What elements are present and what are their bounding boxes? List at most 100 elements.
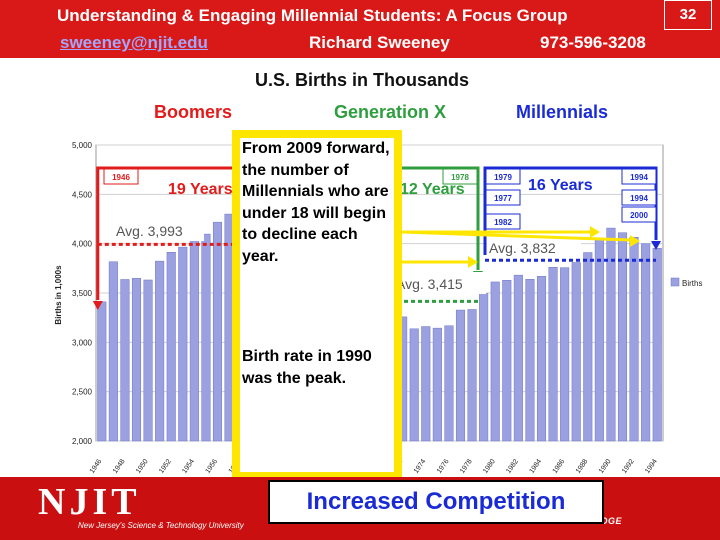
millennials-end-year-label: 1994 (630, 173, 648, 182)
y-tick-label: 4,000 (72, 240, 93, 249)
y-tick-label: 2,000 (72, 437, 93, 446)
chart-title: U.S. Births in Thousands (255, 70, 470, 90)
millennials-end-year-box (621, 168, 657, 185)
bar-1988 (583, 252, 593, 442)
millennials-alt-year-1-box (485, 189, 521, 206)
bar-1985 (548, 266, 558, 442)
bar-1986 (560, 267, 570, 442)
callout-arrow-head-2 (630, 235, 640, 247)
genx-end-year-box (442, 168, 478, 185)
bar-1952 (166, 252, 176, 442)
x-tick-label: 1980 (482, 458, 497, 475)
x-tick-label: 1954 (181, 458, 196, 475)
boomers-arrow (92, 301, 103, 310)
millennials-end-alt-label: 2000 (630, 211, 648, 220)
x-tick-label: 1982 (505, 458, 520, 475)
millennials-end-year-2-label: 1994 (630, 194, 648, 203)
callout-arrow-line-2 (401, 230, 631, 242)
bar-1983 (525, 279, 535, 442)
bar-1955 (201, 233, 211, 442)
legend-label: Births (682, 279, 702, 288)
x-tick-label: 1978 (459, 458, 474, 475)
bar-1956 (212, 221, 223, 442)
bar-1978 (467, 309, 477, 442)
bar-1992 (629, 237, 639, 442)
millennials-arrow (651, 241, 661, 250)
slide-number: 32 (664, 0, 712, 30)
bar-1981 (502, 280, 512, 442)
callout-arrow-head-3 (468, 256, 478, 268)
x-tick-label: 1976 (436, 458, 451, 475)
x-tick-label: 1948 (112, 458, 127, 475)
x-tick-label: 1984 (528, 458, 543, 475)
boomers-bracket (96, 166, 253, 300)
bar-1949 (131, 278, 142, 442)
x-tick-label: 1986 (552, 458, 567, 475)
boomers-start-year-label: 1946 (112, 173, 130, 182)
y-tick-label: 5,000 (72, 141, 93, 150)
boomers-avg: Avg. 3,993 (116, 223, 183, 239)
millennials-start-year-box (485, 168, 521, 185)
y-axis-label: Births in 1,000s (54, 265, 63, 325)
boomers-label: Boomers (154, 102, 233, 122)
bar-1993 (641, 243, 651, 442)
millennials-alt-year-2-box (485, 213, 521, 230)
bar-1987 (571, 262, 581, 442)
genx-avg: Avg. 3,415 (396, 276, 463, 292)
bar-1980 (490, 281, 500, 442)
bar-1954 (189, 235, 199, 442)
bar-1991 (617, 232, 628, 442)
y-tick-label: 4,500 (72, 190, 93, 199)
y-tick-label: 2,500 (72, 388, 93, 397)
x-tick-label: 1994 (644, 458, 659, 475)
x-tick-label: 1956 (204, 458, 219, 475)
genx-end-year-label: 1978 (451, 173, 469, 182)
bar-1951 (155, 260, 165, 442)
bar-1976 (444, 325, 454, 442)
phone-number: 973-596-3208 (540, 33, 646, 52)
bar-1953 (178, 246, 188, 442)
bar-1948 (120, 279, 130, 442)
callout-peak-text: Birth rate in 1990 was the peak. (242, 348, 372, 387)
callout-box (232, 130, 402, 480)
boomers-avg-bg (108, 219, 204, 241)
competition-banner: Increased Competition (268, 480, 604, 524)
bar-1977 (455, 309, 466, 442)
millennials-avg-bg (487, 238, 581, 258)
genx-span: 12 Years (400, 181, 465, 198)
slide-title: Understanding & Engaging Millennial Stud… (57, 6, 568, 25)
x-tick-label: 1988 (575, 458, 590, 475)
millennials-start-year-label: 1979 (494, 173, 512, 182)
email-link[interactable]: sweeney@njit.edu (60, 33, 208, 52)
y-tick-label: 3,500 (72, 289, 93, 298)
millennials-alt-year-1-label: 1977 (494, 194, 512, 203)
x-tick-label: 1946 (89, 458, 104, 475)
millennials-span: 16 Years (528, 177, 593, 194)
boomers-start-year-box (103, 168, 139, 185)
callout-text: From 2009 forward, the number of Millenn… (242, 140, 390, 265)
millennials-end-year-2-box (621, 189, 657, 206)
legend-swatch (670, 277, 680, 287)
x-tick-label: 1990 (598, 458, 613, 475)
presenter-name: Richard Sweeney (309, 33, 450, 52)
millennials-label: Millennials (516, 102, 609, 122)
x-tick-label: 1992 (621, 458, 636, 475)
millennials-avg: Avg. 3,832 (489, 240, 556, 256)
bar-1979 (479, 293, 489, 442)
bar-1947 (108, 261, 118, 442)
bar-1989 (594, 239, 604, 442)
bar-1982 (513, 274, 523, 442)
bar-1973 (409, 328, 419, 442)
bar-1975 (432, 327, 442, 442)
x-tick-label: 1974 (413, 458, 428, 475)
bar-1950 (143, 279, 153, 442)
y-tick-label: 3,000 (72, 338, 93, 347)
bar-1990 (606, 227, 616, 442)
footer-subtitle: New Jersey's Science & Technology Univer… (78, 521, 244, 530)
x-tick-label: 1952 (158, 458, 173, 475)
genx-label: Generation X (334, 102, 447, 122)
bar-1974 (421, 326, 431, 442)
millennials-alt-year-2-label: 1982 (494, 218, 512, 227)
njit-logo: NJIT (38, 481, 141, 523)
bar-1984 (536, 276, 547, 442)
